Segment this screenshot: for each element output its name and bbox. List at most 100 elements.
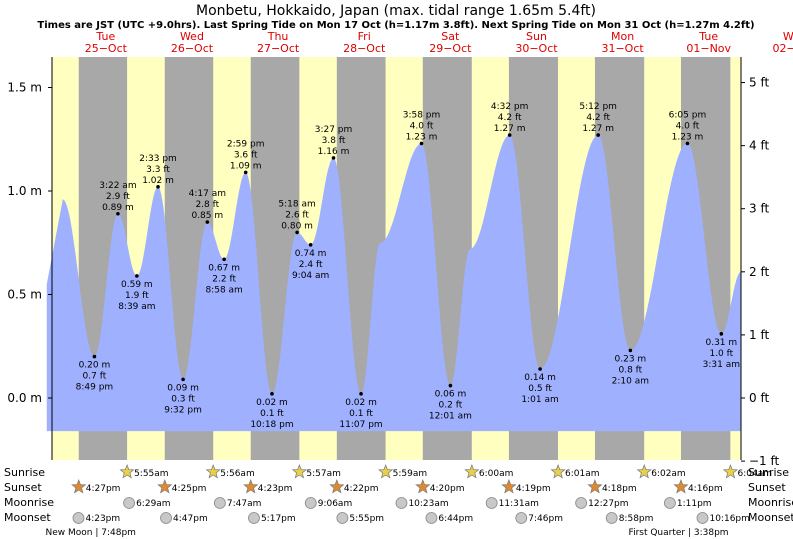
extremum-label: 8:58 am [205, 285, 242, 295]
sunrise-icon [636, 464, 652, 479]
extremum-label: 0.67 m [208, 263, 240, 273]
extremum-label: 6:05 pm [669, 110, 707, 120]
extremum-dot [205, 220, 210, 224]
moonset-icon [336, 512, 349, 524]
extremum-label: 12:01 am [429, 412, 472, 422]
moonset-time: 10:16pm [709, 514, 749, 524]
sunset-time: 4:22pm [344, 484, 379, 494]
extremum-dot [359, 392, 363, 396]
extremum-label: 3:58 pm [403, 110, 441, 120]
moonset-time: 5:17pm [261, 514, 296, 524]
row-label-left: Sunset [4, 481, 42, 494]
sunset-icon [415, 479, 431, 494]
extremum-label: 1.27 m [494, 124, 526, 134]
y-tick-label-left: 1.0 m [7, 184, 42, 198]
row-label-right: Moonset [748, 511, 793, 524]
day-date: 29−Oct [429, 42, 472, 55]
moonset-icon [605, 512, 618, 524]
extremum-label: 9:32 pm [164, 405, 202, 415]
tide-area [46, 135, 741, 432]
extremum-label: 3.3 ft [146, 165, 170, 175]
extremum-label: 0.14 m [524, 373, 556, 383]
extremum-label: 4.2 ft [586, 113, 610, 123]
tide-extrema-labels: 0.20 m0.7 ft8:49 pm 3:22 am2.9 ft0.89 m 0.… [76, 102, 740, 430]
extremum-label: 2:33 pm [139, 154, 177, 164]
moonrise-icon [663, 497, 676, 509]
sunrise-time: 6:01am [565, 469, 600, 479]
extremum-label: 4:32 pm [491, 102, 529, 112]
extremum-label: 4.2 ft [498, 113, 522, 123]
extremum-label: 5:12 pm [579, 102, 617, 112]
sunset-time: 4:23pm [258, 484, 293, 494]
moonset-icon [515, 512, 528, 524]
extremum-dot [135, 274, 139, 278]
day-name: Sun [526, 30, 547, 43]
day-name: Thu [267, 30, 289, 43]
sunset-time: 4:18pm [602, 484, 637, 494]
sunset-time: 4:20pm [430, 484, 465, 494]
moonset-time: 4:23pm [85, 514, 120, 524]
extremum-label: 0.89 m [102, 203, 134, 213]
moonset-time: 8:58pm [619, 514, 654, 524]
day-date: 01−Nov [686, 42, 731, 55]
extremum-label: 0.09 m [167, 383, 199, 393]
extremum-label: 0.5 ft [528, 384, 552, 394]
row-label-right: Moonrise [748, 496, 793, 509]
moonrise-icon [575, 497, 588, 509]
moonrise-time: 10:23am [408, 499, 448, 509]
moonset-icon [72, 512, 85, 524]
day-date: 28−Oct [343, 42, 386, 55]
extremum-label: 3.6 ft [234, 150, 258, 160]
extremum-label: 0.8 ft [619, 365, 643, 375]
row-label-right: Sunrise [748, 466, 789, 479]
extremum-label: 4.0 ft [410, 121, 434, 131]
sunrise-time: 6:00am [479, 469, 514, 479]
extremum-label: 0.7 ft [83, 372, 107, 382]
extremum-label: 3:31 am [703, 360, 740, 370]
extremum-label: 2:10 am [612, 376, 649, 386]
moonrise-time: 7:47am [227, 499, 262, 509]
moonrise-time: 11:31am [499, 499, 539, 509]
extremum-dot [222, 257, 226, 262]
y-tick-label-right: 5 ft [749, 76, 769, 90]
day-date: 02−Nov [772, 42, 793, 55]
extremum-label: 5:18 am [278, 199, 315, 209]
extremum-label: 2:59 pm [227, 139, 265, 149]
row-label-left: Moonset [4, 511, 51, 524]
moonset-icon [160, 512, 172, 524]
extremum-label: 0.20 m [79, 361, 111, 371]
moonset-icon [248, 512, 260, 524]
extremum-dot [295, 230, 299, 235]
sunrise-icon [291, 464, 308, 479]
tide-curve [46, 135, 741, 432]
extremum-dot [448, 383, 453, 388]
sunset-icon [243, 479, 259, 494]
sunset-icon [71, 479, 87, 494]
extremum-label: 4.0 ft [676, 121, 700, 131]
extremum-label: 10:18 pm [250, 420, 293, 430]
y-tick-label-right: −1 ft [749, 454, 780, 468]
sunrise-time: 5:57am [306, 469, 341, 479]
day-name: Wed [783, 30, 793, 43]
extremum-dot [596, 133, 600, 137]
y-tick-label-right: 1 ft [749, 328, 769, 342]
moonset-time: 6:44pm [438, 514, 473, 524]
extremum-label: 3.8 ft [322, 136, 346, 146]
day-name: Tue [698, 30, 718, 43]
extremum-label: 0.3 ft [171, 394, 195, 404]
y-tick-label-right: 4 ft [749, 139, 769, 153]
day-name: Mon [611, 30, 634, 43]
sunrise-icon [550, 464, 566, 479]
moonrise-icon [485, 497, 498, 509]
astro-table: Sunrise Sunrise Sunset Sunset Moonrise Moonri… [4, 464, 793, 538]
extremum-label: 1.09 m [230, 161, 262, 171]
extremum-label: 0.23 m [615, 354, 647, 364]
sunrise-time: 6:04am [737, 469, 772, 479]
y-tick-label-left: 1.5 m [7, 81, 42, 95]
extremum-label: 8:49 pm [76, 383, 114, 393]
extremum-dot [628, 348, 633, 353]
sunset-icon [587, 479, 603, 494]
row-label-right: Sunset [748, 481, 786, 494]
extremum-dot [507, 133, 512, 137]
